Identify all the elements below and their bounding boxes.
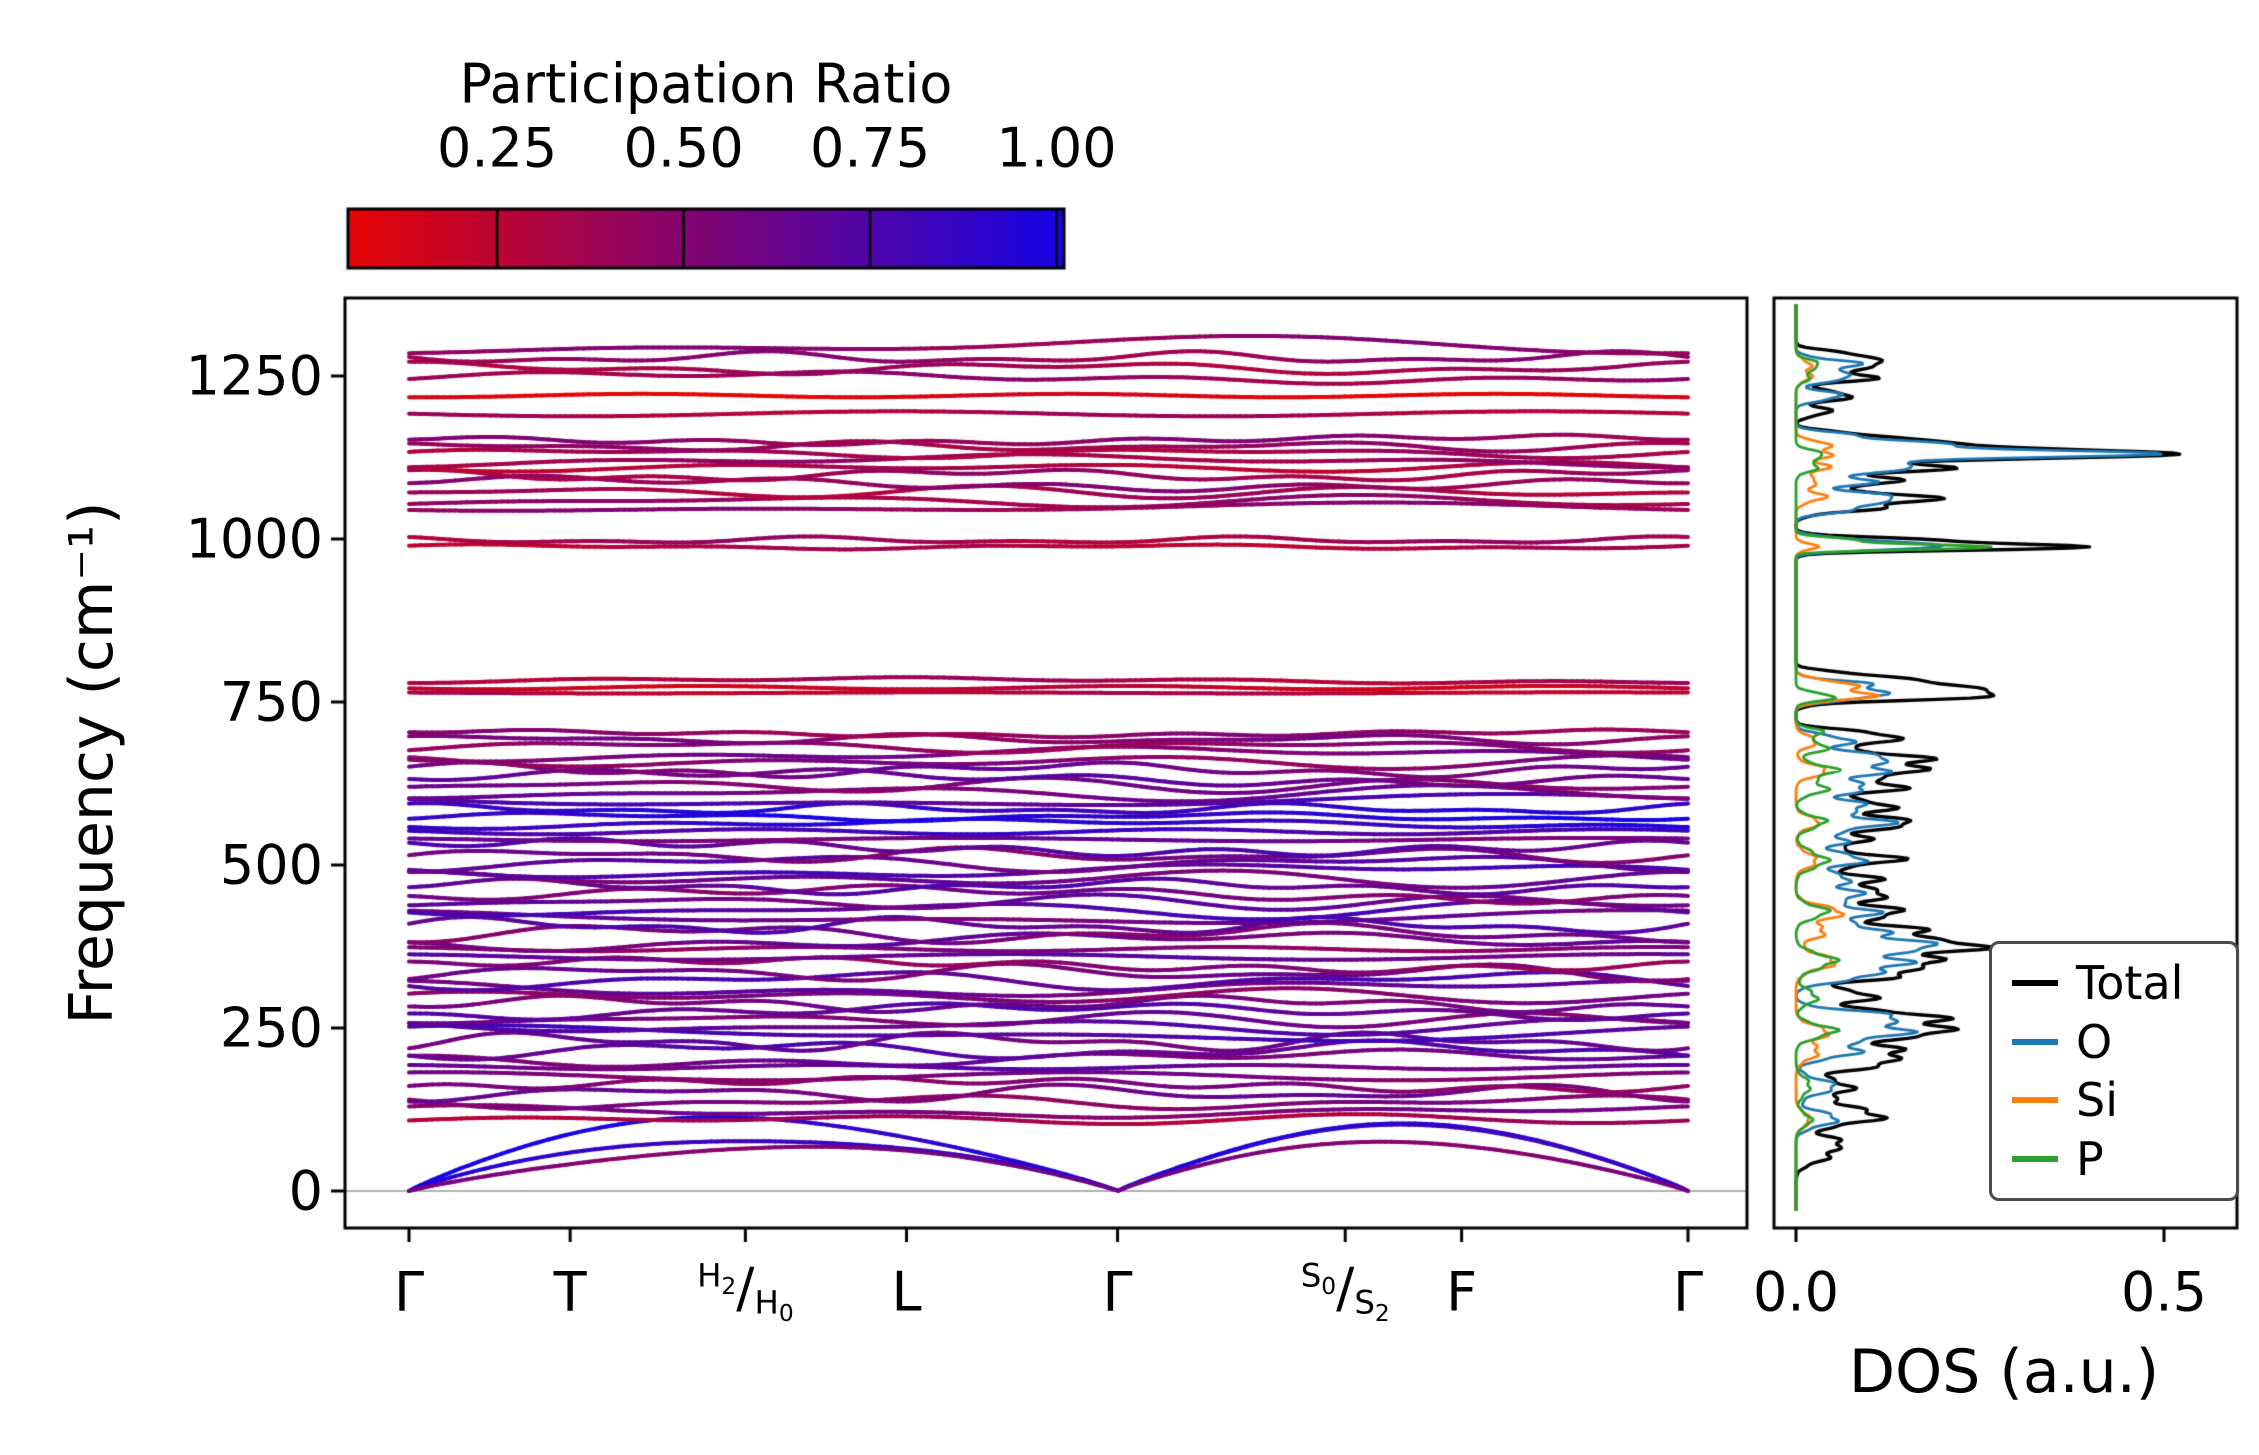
colorbar-title: Participation Ratio bbox=[459, 52, 953, 116]
legend-item-o: O bbox=[2012, 1014, 2216, 1069]
frequency-axis-label: Frequency (cm⁻¹) bbox=[57, 501, 127, 1025]
dos-axis-label: DOS (a.u.) bbox=[1848, 1337, 2160, 1407]
legend-line-swatch bbox=[2012, 980, 2058, 987]
legend-label: P bbox=[2076, 1131, 2104, 1186]
legend-label: O bbox=[2076, 1014, 2113, 1069]
legend-label: Si bbox=[2076, 1073, 2118, 1128]
legend-item-si: Si bbox=[2012, 1075, 2216, 1126]
legend-item-total: Total bbox=[2012, 958, 2216, 1009]
legend-line-swatch bbox=[2012, 1156, 2058, 1163]
legend-line-swatch bbox=[2012, 1097, 2058, 1104]
legend-line-swatch bbox=[2012, 1038, 2058, 1045]
legend-label: Total bbox=[2076, 956, 2184, 1010]
legend-item-p: P bbox=[2012, 1134, 2216, 1185]
dos-legend: Total O Si P bbox=[1989, 941, 2239, 1202]
